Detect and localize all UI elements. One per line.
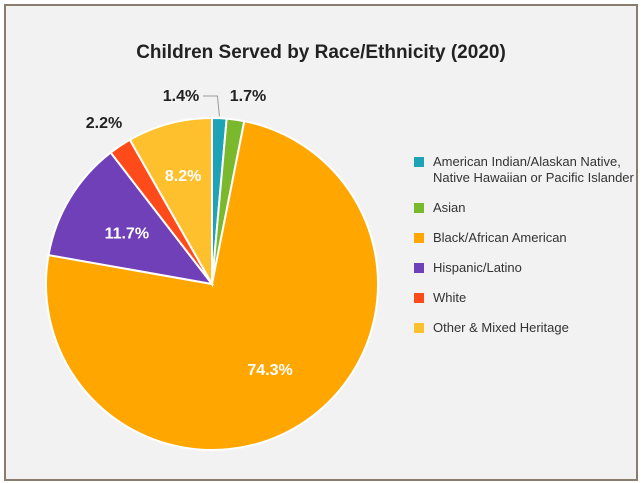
legend-swatch xyxy=(414,233,424,243)
data-label-3: 74.3% xyxy=(247,362,292,379)
legend-label: White xyxy=(433,290,467,305)
legend-item: White xyxy=(414,290,634,306)
legend-swatch xyxy=(414,203,424,213)
chart-title: Children Served by Race/Ethnicity (2020) xyxy=(136,42,506,63)
data-label-5: 2.2% xyxy=(86,115,122,132)
legend-item: Other & Mixed Heritage xyxy=(414,320,634,336)
pie-chart: 1.4% 1.7% 74.3% 11.7% 2.2% 8.2% xyxy=(45,88,379,451)
pie-slice-4 xyxy=(47,151,215,286)
data-label-2: 1.7% xyxy=(230,88,266,105)
pie-slice-6 xyxy=(128,116,213,288)
legend-swatch xyxy=(414,263,424,273)
legend-label: Black/African American xyxy=(433,230,567,245)
legend-item: Black/African American xyxy=(414,230,634,246)
legend-label: American Indian/Alaskan Native, Native H… xyxy=(433,154,634,185)
legend-swatch xyxy=(414,157,424,167)
data-label-4: 11.7% xyxy=(105,225,149,242)
leader-line xyxy=(203,95,220,117)
legend-item: Hispanic/Latino xyxy=(414,260,634,276)
data-label-1: 1.4% xyxy=(163,88,199,105)
legend-item: American Indian/Alaskan Native, Native H… xyxy=(414,154,634,186)
chart-legend: American Indian/Alaskan Native, Native H… xyxy=(414,154,634,350)
legend-label: Hispanic/Latino xyxy=(433,260,522,275)
legend-label: Other & Mixed Heritage xyxy=(433,320,569,335)
legend-label: Asian xyxy=(433,200,466,215)
legend-swatch xyxy=(414,293,424,303)
chart-frame: Children Served by Race/Ethnicity (2020)… xyxy=(4,4,638,481)
legend-item: Asian xyxy=(414,200,634,216)
data-label-6: 8.2% xyxy=(165,168,201,185)
legend-swatch xyxy=(414,323,424,333)
